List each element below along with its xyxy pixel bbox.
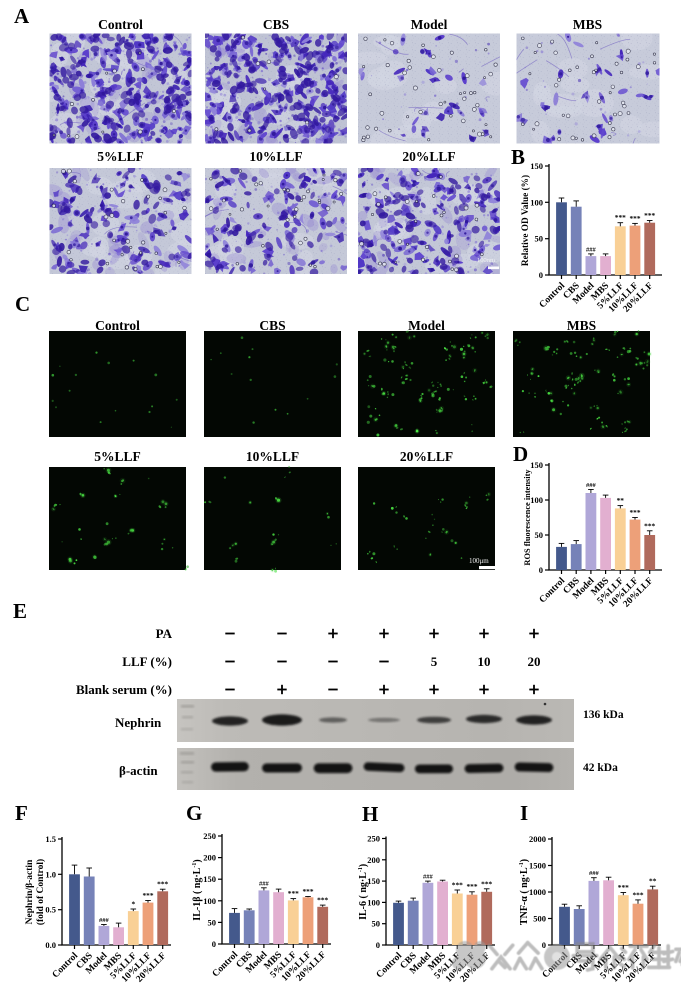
svg-text:*: * [131, 900, 135, 909]
svg-text:Control: Control [98, 17, 143, 32]
svg-text:150: 150 [530, 161, 543, 171]
svg-text:**: ** [649, 877, 657, 886]
svg-text:CBS: CBS [259, 318, 285, 333]
svg-text:***: *** [317, 896, 328, 905]
svg-text:E: E [13, 599, 27, 623]
svg-text:F: F [15, 801, 28, 825]
svg-text:50: 50 [535, 530, 544, 540]
svg-text:0: 0 [539, 270, 543, 280]
svg-text:42 kDa: 42 kDa [583, 762, 618, 774]
svg-text:10: 10 [478, 654, 491, 669]
svg-text:20%LLF: 20%LLF [402, 149, 455, 164]
svg-text:H: H [362, 802, 378, 826]
svg-text:***: *** [629, 214, 640, 223]
svg-text:***: *** [644, 211, 655, 220]
svg-text:Control: Control [95, 318, 140, 333]
svg-text:0: 0 [539, 565, 543, 575]
svg-text:2000: 2000 [529, 834, 546, 844]
svg-text:MBS: MBS [567, 318, 596, 333]
svg-text:150: 150 [530, 460, 543, 470]
svg-text:***: *** [157, 880, 168, 889]
svg-text:20: 20 [528, 654, 541, 669]
svg-text:ROS fluorescence intensity: ROS fluorescence intensity [523, 469, 532, 566]
svg-text:250: 250 [367, 834, 380, 844]
svg-text:500: 500 [533, 914, 546, 924]
svg-text:100: 100 [367, 897, 380, 907]
svg-text:150: 150 [203, 874, 216, 884]
svg-text:Nephrin: Nephrin [115, 715, 162, 730]
svg-text:100: 100 [530, 197, 543, 207]
svg-text:1.0: 1.0 [45, 869, 56, 879]
svg-text:200: 200 [367, 855, 380, 865]
svg-text:***: *** [644, 521, 655, 530]
svg-text:Model: Model [411, 17, 448, 32]
svg-text:50: 50 [535, 234, 544, 244]
svg-text:136 kDa: 136 kDa [583, 709, 624, 721]
svg-text:Model: Model [408, 318, 445, 333]
svg-text:250: 250 [203, 831, 216, 841]
svg-text:G: G [186, 801, 202, 825]
svg-text:LLF (%): LLF (%) [122, 654, 172, 669]
svg-text:###: ### [589, 870, 600, 877]
svg-text:1500: 1500 [529, 861, 546, 871]
svg-text:1000: 1000 [529, 887, 546, 897]
svg-text:0.0: 0.0 [45, 940, 56, 950]
svg-text:0: 0 [542, 940, 546, 950]
svg-text:I: I [520, 801, 528, 825]
svg-text:(fold of Control): (fold of Control) [35, 859, 46, 925]
svg-text:20%LLF: 20%LLF [400, 449, 453, 464]
svg-text:5%LLF: 5%LLF [97, 149, 144, 164]
svg-text:0: 0 [376, 940, 380, 950]
svg-text:***: *** [618, 883, 629, 892]
svg-text:0.5: 0.5 [45, 905, 56, 915]
svg-text:B: B [511, 145, 525, 169]
svg-text:###: ### [586, 482, 597, 489]
svg-text:***: *** [632, 890, 643, 899]
svg-text:100nm: 100nm [477, 257, 495, 264]
svg-text:***: *** [288, 889, 299, 898]
svg-text:***: *** [466, 882, 477, 891]
svg-text:PA: PA [156, 626, 173, 641]
svg-text:MBS: MBS [573, 17, 602, 32]
svg-text:###: ### [423, 874, 434, 881]
svg-text:50: 50 [372, 919, 381, 929]
svg-text:***: *** [302, 887, 313, 896]
svg-text:CBS: CBS [263, 17, 289, 32]
svg-text:50: 50 [208, 917, 217, 927]
svg-text:100μm: 100μm [469, 557, 489, 565]
svg-text:5%LLF: 5%LLF [94, 449, 141, 464]
svg-text:***: *** [629, 508, 640, 517]
svg-text:0: 0 [212, 939, 216, 949]
svg-text:IL-6 ( ng·L-1): IL-6 ( ng·L-1) [358, 864, 369, 920]
svg-text:Relative OD Value (%): Relative OD Value (%) [520, 175, 531, 266]
svg-text:TNF-α ( ng·L-1): TNF-α ( ng·L-1) [519, 859, 530, 925]
svg-text:***: *** [615, 213, 626, 222]
svg-text:C: C [15, 292, 30, 316]
svg-text:***: *** [142, 891, 153, 900]
svg-text:10%LLF: 10%LLF [246, 449, 299, 464]
svg-text:**: ** [617, 496, 625, 505]
svg-text:###: ### [99, 917, 110, 924]
svg-text:Blank serum (%): Blank serum (%) [76, 682, 172, 697]
svg-text:IL-1β ( ng·L-1): IL-1β ( ng·L-1) [192, 859, 203, 920]
svg-text:β-actin: β-actin [119, 763, 158, 778]
svg-text:100: 100 [530, 495, 543, 505]
svg-text:A: A [14, 4, 30, 28]
svg-text:10%LLF: 10%LLF [249, 149, 302, 164]
svg-text:150: 150 [367, 876, 380, 886]
svg-text:***: *** [452, 881, 463, 890]
svg-text:1.5: 1.5 [45, 834, 56, 844]
svg-text:200: 200 [203, 853, 216, 863]
svg-text:D: D [513, 442, 528, 466]
svg-text:Nephrin/β-actin: Nephrin/β-actin [25, 859, 35, 924]
svg-text:***: *** [481, 879, 492, 888]
svg-text:###: ### [259, 880, 270, 887]
svg-text:5: 5 [431, 654, 438, 669]
svg-text:###: ### [586, 246, 597, 253]
svg-text:100: 100 [203, 896, 216, 906]
